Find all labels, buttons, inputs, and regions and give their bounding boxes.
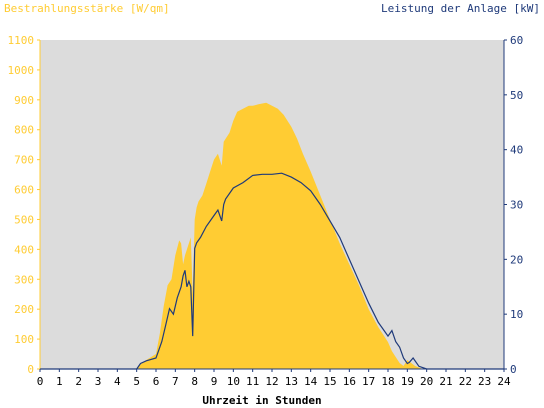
irradiance-series — [40, 102, 504, 370]
x-tick-label: 23 — [478, 375, 491, 388]
x-tick-label: 6 — [153, 375, 160, 388]
x-tick-label: 8 — [191, 375, 198, 388]
left-tick-label: 700 — [14, 154, 34, 167]
left-tick-label: 1000 — [8, 64, 35, 77]
x-tick-label: 4 — [114, 375, 121, 388]
left-tick-label: 600 — [14, 184, 34, 197]
left-tick-label: 900 — [14, 94, 34, 107]
left-tick-label: 0 — [27, 363, 34, 376]
left-tick-label: 100 — [14, 333, 34, 346]
x-tick-label: 17 — [362, 375, 375, 388]
x-tick-label: 5 — [133, 375, 140, 388]
left-tick-label: 200 — [14, 303, 34, 316]
x-tick-label: 24 — [497, 375, 511, 388]
x-tick-label: 1 — [56, 375, 63, 388]
x-tick-label: 12 — [265, 375, 278, 388]
irradiance-area — [40, 102, 504, 370]
left-axis-ticks: 0 100 200 300 400 500 600 700 800 900 1000 1100 — [8, 34, 40, 376]
x-tick-label: 2 — [75, 375, 82, 388]
right-tick-label: 40 — [510, 144, 523, 157]
x-axis-title: Uhrzeit in Stunden — [202, 394, 321, 407]
right-tick-label: 20 — [510, 253, 523, 266]
right-tick-label: 50 — [510, 89, 523, 102]
x-tick-label: 9 — [211, 375, 218, 388]
x-tick-label: 16 — [343, 375, 356, 388]
right-axis-ticks: 0 10 20 30 40 50 60 — [504, 34, 523, 376]
right-axis-title: Leistung der Anlage [kW] — [381, 2, 540, 15]
left-tick-label: 300 — [14, 273, 34, 286]
x-tick-label: 18 — [381, 375, 394, 388]
x-tick-label: 3 — [95, 375, 102, 388]
power-series — [40, 172, 504, 370]
left-tick-label: 400 — [14, 243, 34, 256]
x-tick-label: 0 — [37, 375, 44, 388]
left-axis-title: Bestrahlungsstärke [W/qm] — [4, 2, 170, 15]
x-tick-label: 19 — [401, 375, 414, 388]
x-tick-label: 21 — [439, 375, 452, 388]
x-axis-ticks: 0 1 2 3 4 5 6 7 8 9 10 11 12 13 14 15 16 17 18 19 20 21 22 23 24 — [37, 369, 511, 388]
right-tick-label: 60 — [510, 34, 523, 47]
x-tick-label: 10 — [227, 375, 240, 388]
x-tick-label: 13 — [285, 375, 298, 388]
right-tick-label: 0 — [510, 363, 517, 376]
left-tick-label: 500 — [14, 213, 34, 226]
x-tick-label: 22 — [459, 375, 472, 388]
left-tick-label: 1100 — [8, 34, 35, 47]
x-tick-label: 14 — [304, 375, 318, 388]
x-tick-label: 11 — [246, 375, 259, 388]
right-tick-label: 30 — [510, 199, 523, 212]
x-tick-label: 20 — [420, 375, 433, 388]
right-tick-label: 10 — [510, 308, 523, 321]
x-tick-label: 15 — [323, 375, 336, 388]
power-line — [40, 172, 504, 370]
x-tick-label: 7 — [172, 375, 179, 388]
left-tick-label: 800 — [14, 124, 34, 137]
